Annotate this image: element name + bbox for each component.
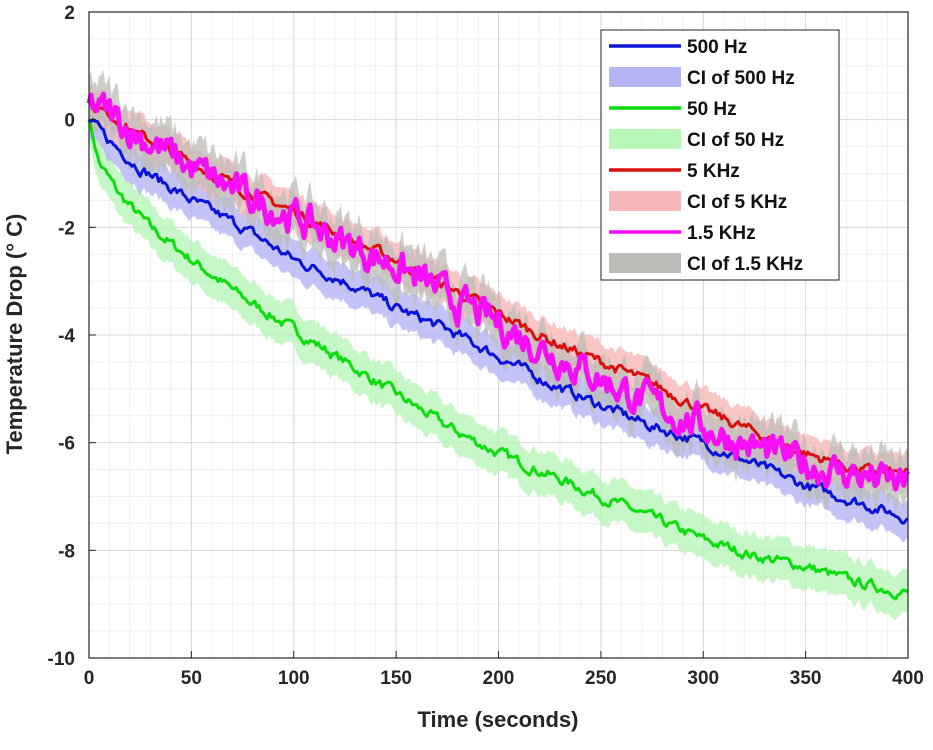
series-line-1 <box>87 119 909 601</box>
legend-label: CI of 1.5 KHz <box>687 254 803 275</box>
y-tick-label: -10 <box>48 649 75 670</box>
y-tick-label: 0 <box>64 111 75 132</box>
series-lines <box>86 91 911 601</box>
legend-ci-swatch <box>609 67 681 87</box>
legend-ci-swatch <box>609 129 681 149</box>
y-axis-label: Temperature Drop (° C) <box>2 214 27 455</box>
legend-label: CI of 50 Hz <box>687 130 784 151</box>
legend-label: CI of 5 KHz <box>687 192 787 213</box>
x-tick-label: 350 <box>790 668 822 689</box>
ci-band-2 <box>89 84 908 494</box>
x-tick-label: 0 <box>84 668 95 689</box>
x-tick-label: 250 <box>585 668 617 689</box>
legend-label: CI of 500 Hz <box>687 68 795 89</box>
y-tick-label: 2 <box>64 3 75 24</box>
y-tick-label: -8 <box>58 541 75 562</box>
x-tick-label: 50 <box>181 668 202 689</box>
x-tick-label: 400 <box>892 668 924 689</box>
y-tick-label: -6 <box>58 434 75 455</box>
legend-label: 50 Hz <box>687 99 737 120</box>
series-line-0 <box>88 118 910 525</box>
x-tick-label: 100 <box>278 668 310 689</box>
tick-labels: 0 50 100 150 200 250 300 350 400 2 0 -2 -4 -6 -8 -10 <box>48 3 924 689</box>
x-tick-label: 300 <box>687 668 719 689</box>
legend-label: 500 Hz <box>687 37 747 58</box>
x-tick-label: 200 <box>483 668 515 689</box>
x-axis-label: Time (seconds) <box>418 707 579 732</box>
ci-band-3 <box>89 69 908 514</box>
legend-ci-swatch <box>609 191 681 211</box>
y-tick-label: -4 <box>58 326 75 347</box>
legend-ci-swatch <box>609 253 681 273</box>
y-tick-label: -2 <box>58 218 75 239</box>
legend-label: 1.5 KHz <box>687 223 756 244</box>
series-line-3 <box>86 91 911 492</box>
legend: 500 Hz CI of 500 Hz 50 Hz CI of 50 Hz 5 KHz C… <box>600 29 840 281</box>
legend-label: 5 KHz <box>687 161 740 182</box>
x-tick-label: 150 <box>380 668 412 689</box>
